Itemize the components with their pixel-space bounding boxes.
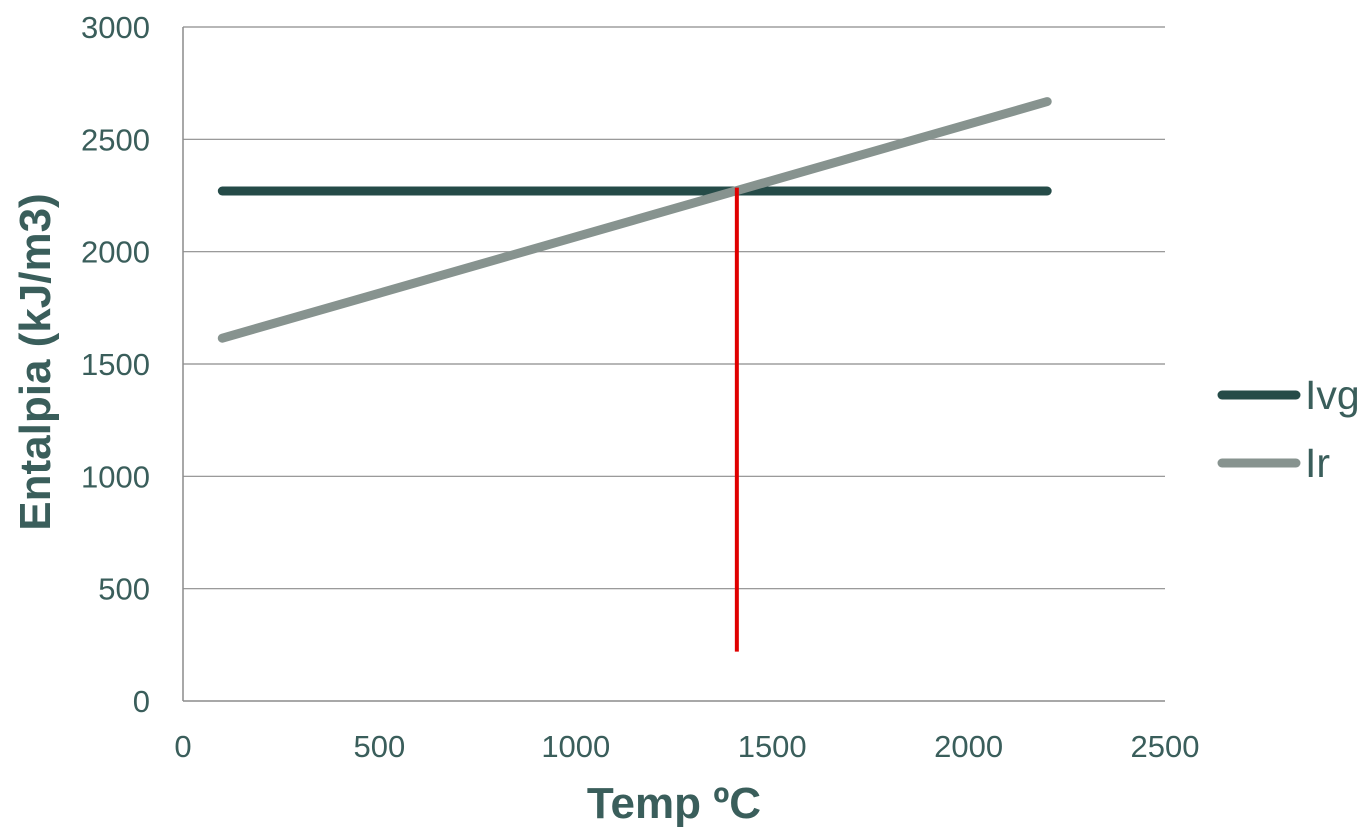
legend-label-ir: Ir [1305, 440, 1330, 486]
y-tick-label: 500 [98, 572, 150, 607]
y-tick-label: 1000 [81, 459, 150, 494]
x-tick-label: 2500 [1131, 729, 1200, 764]
x-tick-labels: 0 500 1000 1500 2000 2500 [174, 729, 1199, 764]
x-axis-title: Temp ºC [587, 779, 761, 828]
x-tick-label: 1000 [541, 729, 610, 764]
y-axis-title: Entalpia (kJ/m3) [11, 193, 60, 530]
y-tick-label: 2500 [81, 122, 150, 157]
series-line-ir [217, 97, 1052, 343]
x-tick-label: 2000 [934, 729, 1003, 764]
x-tick-label: 500 [354, 729, 406, 764]
y-tick-label: 2000 [81, 235, 150, 270]
series-lines [217, 97, 1052, 343]
legend-label-ivg: Ivg [1305, 372, 1360, 418]
y-tick-label: 3000 [81, 10, 150, 45]
gridlines [183, 26, 1165, 590]
y-tick-label: 0 [133, 684, 150, 719]
y-tick-labels: 0 500 1000 1500 2000 2500 3000 [81, 10, 150, 719]
x-tick-label: 1500 [738, 729, 807, 764]
legend: Ivg Ir [1217, 372, 1360, 486]
y-tick-label: 1500 [81, 347, 150, 382]
x-tick-label: 0 [174, 729, 191, 764]
axes [182, 27, 1165, 702]
